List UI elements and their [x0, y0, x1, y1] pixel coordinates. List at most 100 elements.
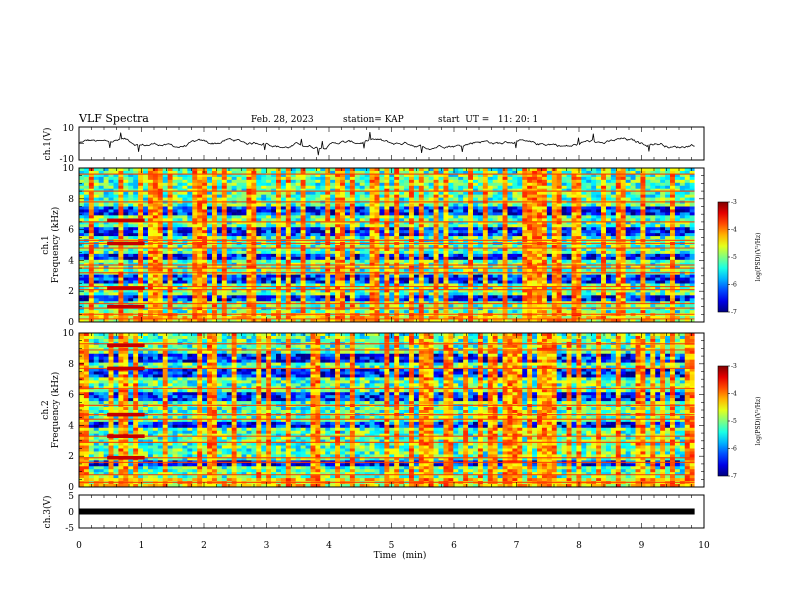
spectrogram-cell: [344, 227, 351, 231]
spectrogram-cell: [674, 230, 681, 234]
spectrogram-cell: [487, 215, 493, 219]
spectrogram-cell: [551, 274, 558, 278]
spectrogram-cell: [670, 194, 676, 198]
spectrogram-cell: [236, 215, 242, 219]
spectrogram-cell: [645, 218, 651, 222]
spectrogram-cell: [379, 224, 385, 228]
spectrogram-cell: [630, 168, 636, 172]
spectrogram-cell: [546, 227, 553, 231]
spectrogram-cell: [635, 170, 641, 175]
spectrogram-cell: [625, 173, 631, 178]
spectrogram-cell: [581, 236, 587, 240]
spectrogram-cell: [379, 170, 385, 175]
spectrogram-cell: [610, 268, 617, 272]
spectrogram-cell: [266, 280, 272, 284]
spectrogram-cell: [517, 197, 523, 201]
spectrogram-cell: [152, 245, 159, 249]
spectrogram-cell: [187, 168, 193, 172]
spectrogram-cell: [605, 259, 612, 264]
spectrogram-cell: [349, 262, 356, 267]
spectrogram-cell: [655, 221, 661, 225]
spectrogram-cell: [576, 182, 582, 187]
spectrogram-cell: [226, 256, 232, 261]
spectrogram-cell: [413, 259, 420, 264]
spectrogram-cell: [93, 247, 99, 252]
spectrogram-cell: [576, 280, 582, 284]
spectrogram-cell: [660, 176, 666, 181]
spectrogram-cell: [266, 215, 272, 219]
spectrogram-cell: [276, 197, 282, 201]
spectrogram-cell: [453, 253, 459, 258]
spectrogram-cell: [492, 191, 498, 195]
spectrogram-cell: [630, 268, 636, 272]
spectrogram-cell: [207, 227, 213, 231]
spectrogram-cell: [581, 218, 587, 222]
spectrogram-cell: [226, 277, 232, 281]
spectrogram-cell: [379, 188, 385, 192]
spectrogram-cell: [192, 245, 198, 249]
spectrogram-cell: [438, 185, 444, 190]
spectrogram-cell: [344, 206, 351, 210]
spectrogram-cell: [83, 268, 90, 272]
spectrogram-cell: [305, 247, 311, 252]
spectrogram-cell: [561, 280, 567, 284]
spectrogram-cell: [640, 256, 646, 261]
spectrogram-cell: [83, 194, 90, 198]
spectrogram-cell: [408, 215, 415, 219]
spectrogram-cell: [246, 259, 252, 264]
spectrogram-cell: [310, 194, 316, 198]
spectrogram-cell: [438, 253, 444, 258]
spectrogram-cell: [118, 188, 124, 192]
spectrogram-cell: [138, 203, 144, 207]
spectrogram-cell: [211, 218, 218, 222]
spectrogram-cell: [670, 203, 676, 207]
spectrogram-cell: [157, 245, 164, 249]
spectrogram-cell: [108, 188, 114, 192]
spectrogram-cell: [537, 176, 543, 181]
spectrogram-cell: [605, 168, 612, 172]
spectrogram-cell: [674, 182, 681, 187]
spectrogram-cell: [157, 194, 164, 198]
spectrogram-cell: [487, 250, 493, 255]
spectrogram-cell: [211, 233, 218, 237]
spectrogram-cell: [266, 197, 272, 201]
spectrogram-cell: [605, 262, 612, 267]
spectrogram-cell: [561, 203, 567, 207]
spectrogram-cell: [551, 280, 558, 284]
spectrogram-cell: [389, 188, 395, 192]
spectrogram-cell: [256, 274, 262, 278]
spectrogram-cell: [192, 170, 198, 175]
spectrogram-cell: [246, 185, 252, 190]
spectrogram-cell: [517, 280, 523, 284]
spectrogram-cell: [487, 259, 493, 264]
spectrogram-cell: [448, 185, 454, 190]
spectrogram-cell: [236, 236, 242, 240]
spectrogram-cell: [79, 224, 85, 228]
spectrogram-cell: [354, 274, 361, 278]
spectrogram-cell: [404, 268, 410, 272]
spectrogram-cell: [413, 268, 420, 272]
spectrogram-cell: [147, 212, 154, 216]
spectrogram-cell: [88, 215, 95, 219]
spectrogram-cell: [79, 179, 85, 184]
spectrogram-cell: [211, 227, 218, 231]
spectrogram-cell: [655, 218, 661, 222]
spectrogram-cell: [261, 179, 267, 184]
spectrogram-cell: [473, 170, 479, 175]
spectrogram-cell: [221, 173, 228, 178]
spectrogram-cell: [251, 179, 257, 184]
spectrogram-cell: [221, 209, 228, 213]
spectrogram-cell: [684, 250, 690, 255]
spectrogram-cell: [280, 203, 287, 207]
spectrogram-cell: [433, 206, 439, 210]
spectrogram-cell: [566, 188, 572, 192]
spectrogram-cell: [408, 191, 415, 195]
spectrogram-cell: [384, 212, 390, 216]
spectrogram-cell: [261, 245, 267, 249]
spectrogram-cell: [468, 262, 474, 267]
spectrogram-cell: [463, 224, 469, 228]
spectrogram-cell: [231, 256, 237, 261]
spectrogram-cell: [679, 230, 686, 234]
spectrogram-cell: [177, 206, 183, 210]
spectrogram-cell: [443, 247, 449, 252]
